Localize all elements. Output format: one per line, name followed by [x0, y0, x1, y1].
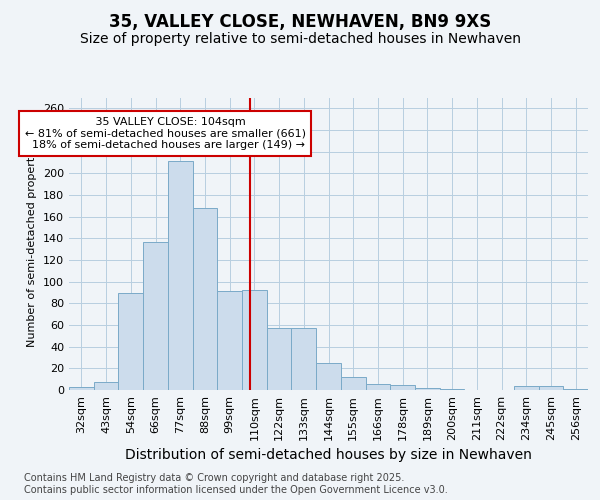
- Bar: [316, 363, 341, 390]
- Bar: [563, 389, 588, 390]
- Bar: [217, 292, 242, 390]
- Bar: [365, 384, 390, 390]
- Bar: [118, 292, 143, 390]
- Bar: [514, 386, 539, 390]
- Bar: [415, 388, 440, 390]
- Bar: [242, 290, 267, 390]
- Bar: [69, 387, 94, 390]
- Text: Contains HM Land Registry data © Crown copyright and database right 2025.
Contai: Contains HM Land Registry data © Crown c…: [24, 474, 448, 495]
- Bar: [390, 384, 415, 390]
- Bar: [143, 242, 168, 390]
- Bar: [267, 328, 292, 390]
- Bar: [168, 162, 193, 390]
- X-axis label: Distribution of semi-detached houses by size in Newhaven: Distribution of semi-detached houses by …: [125, 448, 532, 462]
- Bar: [292, 328, 316, 390]
- Text: 35, VALLEY CLOSE, NEWHAVEN, BN9 9XS: 35, VALLEY CLOSE, NEWHAVEN, BN9 9XS: [109, 12, 491, 30]
- Bar: [193, 208, 217, 390]
- Y-axis label: Number of semi-detached properties: Number of semi-detached properties: [28, 141, 37, 347]
- Text: Size of property relative to semi-detached houses in Newhaven: Size of property relative to semi-detach…: [79, 32, 521, 46]
- Bar: [440, 389, 464, 390]
- Bar: [341, 377, 365, 390]
- Text: 35 VALLEY CLOSE: 104sqm
← 81% of semi-detached houses are smaller (661)
  18% of: 35 VALLEY CLOSE: 104sqm ← 81% of semi-de…: [25, 117, 306, 150]
- Bar: [94, 382, 118, 390]
- Bar: [539, 386, 563, 390]
